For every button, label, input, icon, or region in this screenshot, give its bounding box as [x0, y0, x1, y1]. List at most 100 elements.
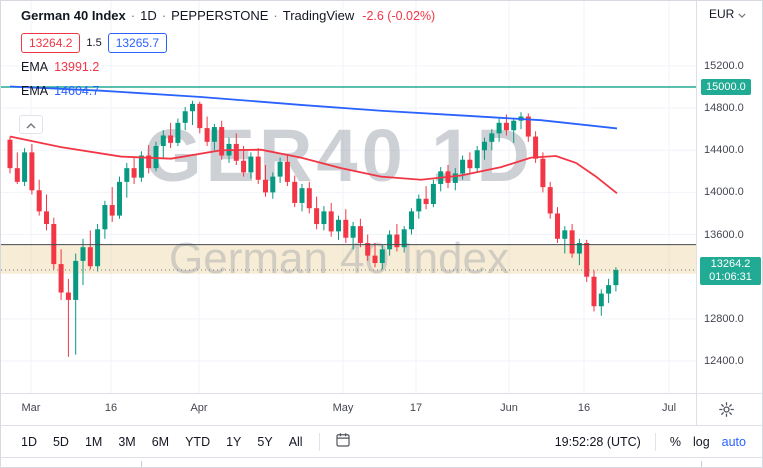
- indicator-legend: EMA 13991.2 EMA 14604.7: [21, 60, 99, 108]
- indicator-row-ema[interactable]: EMA 14604.7: [21, 84, 99, 98]
- price-axis-label: 15200.0: [704, 59, 744, 72]
- candle: [277, 161, 283, 177]
- candlestick-chart[interactable]: GER40 1D German 40 Index: [1, 1, 696, 393]
- auto-scale-toggle[interactable]: auto: [716, 431, 752, 453]
- chevron-up-icon: [26, 116, 36, 134]
- panel-divider: [141, 461, 142, 467]
- watermark-name: German 40 Index: [169, 234, 509, 283]
- candle: [248, 156, 254, 173]
- time-axis-label: May: [332, 402, 354, 414]
- candle: [562, 230, 568, 239]
- time-axis-label: 17: [409, 402, 423, 414]
- spread-value: 1.5: [86, 37, 102, 49]
- ask-price-button[interactable]: 13265.7: [107, 33, 168, 53]
- go-to-date-button[interactable]: [328, 429, 358, 454]
- candle: [511, 120, 517, 131]
- candle: [284, 161, 290, 182]
- symbol-legend-row[interactable]: German 40 Index · 1D · PEPPERSTONE · TradingVi…: [21, 8, 435, 23]
- candle: [598, 293, 604, 307]
- last-price-value: 13264.2: [710, 257, 751, 270]
- candle: [102, 205, 108, 230]
- date-range-buttons: 1D 5D 1M 3M 6M YTD 1Y 5Y All: [13, 431, 311, 453]
- candle: [255, 156, 261, 180]
- candle: [540, 158, 546, 188]
- currency-label: EUR: [709, 7, 735, 21]
- indicator-name: EMA: [21, 84, 49, 98]
- range-button-1m[interactable]: 1M: [77, 431, 110, 453]
- time-axis-label: Jul: [661, 402, 677, 414]
- indicator-row-ema[interactable]: EMA 13991.2: [21, 60, 99, 74]
- range-button-all[interactable]: All: [281, 431, 311, 453]
- candle: [168, 135, 174, 143]
- candle: [270, 176, 276, 193]
- price-level-badge: 15000.0: [701, 79, 751, 95]
- bottom-toolbar: 1D 5D 1M 3M 6M YTD 1Y 5Y All 19:52:28 (UTC) % lo…: [1, 425, 762, 457]
- toolbar-divider: [318, 432, 320, 451]
- chart-canvas[interactable]: GER40 1D German 40 Index German 40 Index ·…: [1, 1, 696, 393]
- bottom-panel-edge: [1, 457, 762, 467]
- candle: [547, 187, 553, 214]
- candle: [394, 234, 400, 248]
- candle: [584, 242, 590, 277]
- candle: [489, 133, 495, 142]
- time-axis-label: 16: [577, 402, 591, 414]
- candle: [7, 139, 13, 169]
- candle: [263, 179, 268, 193]
- percent-scale-toggle[interactable]: %: [664, 431, 687, 453]
- legend-collapse-button[interactable]: [19, 115, 43, 134]
- range-button-5d[interactable]: 5D: [45, 431, 77, 453]
- time-axis[interactable]: Mar 16 Apr May 17 Jun 16 Jul: [1, 393, 696, 425]
- candle: [58, 264, 64, 293]
- candle: [430, 183, 436, 204]
- price-axis[interactable]: EUR 13264.2 01:06:31 15200.0 15000.0 14800…: [696, 1, 762, 425]
- range-button-1d[interactable]: 1D: [13, 431, 45, 453]
- candle: [569, 230, 575, 254]
- candle: [182, 111, 188, 123]
- candle: [591, 276, 597, 307]
- indicator-name: EMA: [21, 60, 49, 74]
- candle: [51, 224, 57, 265]
- bar-countdown: 01:06:31: [709, 270, 752, 283]
- log-scale-toggle[interactable]: log: [687, 431, 716, 453]
- price-axis-label: 12400.0: [704, 355, 744, 368]
- price-axis-label: 14800.0: [704, 102, 744, 115]
- candle: [190, 103, 195, 112]
- candle: [372, 255, 378, 264]
- range-button-5y[interactable]: 5Y: [249, 431, 280, 453]
- candle: [452, 173, 458, 183]
- candle: [401, 229, 407, 248]
- clock-timezone-button[interactable]: 19:52:28 (UTC): [549, 431, 647, 453]
- candle: [416, 198, 422, 212]
- candle: [314, 208, 320, 225]
- symbol-title[interactable]: German 40 Index: [21, 8, 126, 23]
- range-button-1y[interactable]: 1Y: [218, 431, 249, 453]
- candle: [525, 116, 531, 137]
- currency-selector[interactable]: EUR: [709, 7, 746, 21]
- candle: [95, 229, 101, 267]
- candle: [117, 181, 122, 216]
- watermark-symbol: GER40 1D: [144, 114, 534, 197]
- candle: [22, 152, 28, 182]
- candle: [379, 249, 385, 264]
- platform-label: TradingView: [282, 8, 355, 23]
- candle: [321, 211, 327, 225]
- candle: [153, 146, 159, 169]
- candle: [197, 103, 203, 129]
- candle: [138, 155, 144, 178]
- interval-label[interactable]: 1D: [140, 8, 157, 23]
- time-axis-label: Apr: [190, 402, 208, 414]
- indicator-value: 14604.7: [54, 84, 100, 98]
- bid-price-button[interactable]: 13264.2: [21, 33, 81, 53]
- candle: [357, 226, 363, 243]
- range-button-6m[interactable]: 6M: [144, 431, 177, 453]
- candle: [606, 285, 612, 294]
- range-button-3m[interactable]: 3M: [110, 431, 143, 453]
- last-price-badge[interactable]: 13264.2 01:06:31: [700, 256, 761, 285]
- candle: [241, 160, 247, 173]
- candle: [496, 122, 502, 134]
- range-button-ytd[interactable]: YTD: [177, 431, 218, 453]
- candle: [387, 234, 393, 250]
- gear-icon[interactable]: [718, 401, 735, 423]
- candle: [211, 127, 217, 142]
